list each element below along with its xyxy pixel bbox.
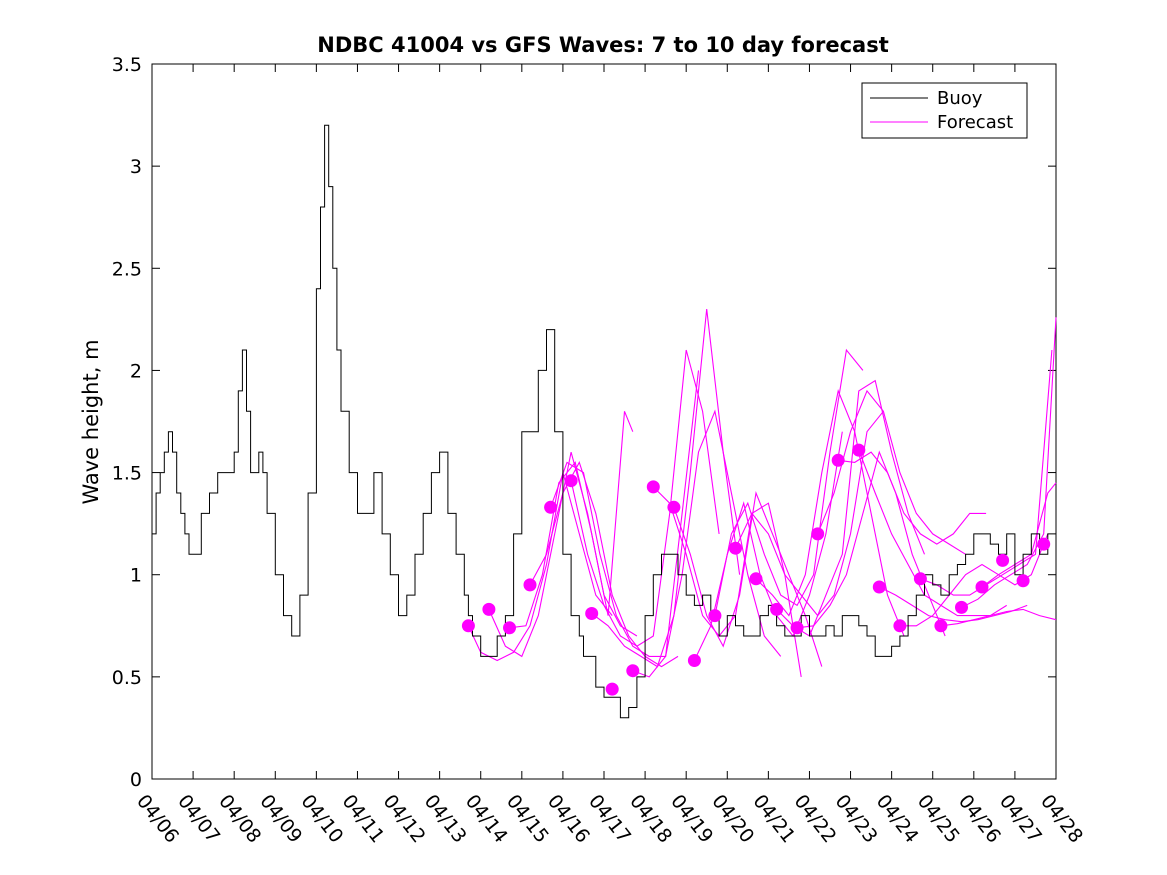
y-tick-label: 0.5	[112, 667, 142, 689]
forecast-run-line	[961, 317, 1057, 608]
y-tick-label: 2.5	[112, 258, 142, 280]
x-tick-label: 04/21	[748, 791, 799, 848]
x-tick-label: 04/06	[132, 791, 183, 848]
x-tick-label: 04/16	[543, 791, 594, 848]
x-tick-label: 04/07	[173, 791, 224, 848]
forecast-marker	[770, 602, 784, 616]
forecast-marker	[893, 619, 907, 633]
forecast-run-line	[940, 608, 1057, 627]
y-axis-label: Wave height, m	[79, 339, 103, 504]
forecast-marker	[708, 609, 722, 623]
x-tick-label: 04/19	[666, 791, 717, 848]
forecast-marker	[934, 619, 948, 633]
forecast-series	[467, 309, 1057, 678]
forecast-marker	[626, 664, 640, 678]
x-tick-label: 04/15	[502, 791, 553, 848]
forecast-marker	[482, 602, 496, 616]
forecast-run-line	[858, 449, 1007, 617]
forecast-marker	[544, 500, 558, 514]
forecast-run-line	[735, 410, 884, 617]
forecast-marker	[605, 682, 619, 696]
forecast-marker	[852, 443, 866, 457]
x-tick-label: 04/09	[255, 791, 306, 848]
x-tick-label: 04/12	[379, 791, 430, 848]
forecast-marker	[687, 654, 701, 667]
x-tick-label: 04/22	[790, 791, 841, 848]
y-axis-ticks: 0 0.5 1 1.5 2 2.5 3 3.5	[112, 54, 1056, 791]
buoy-line	[152, 124, 1056, 719]
forecast-marker	[503, 621, 516, 635]
y-tick-label: 2	[130, 360, 142, 382]
forecast-run-line	[550, 370, 700, 657]
x-tick-label: 04/25	[913, 791, 964, 848]
forecast-run-line	[529, 461, 679, 668]
forecast-marker	[646, 480, 660, 494]
x-tick-label: 04/17	[584, 791, 635, 848]
forecast-marker	[913, 572, 927, 586]
forecast-marker	[523, 578, 537, 592]
x-tick-label: 04/11	[338, 791, 389, 848]
x-tick-label: 04/10	[296, 791, 347, 848]
forecast-marker	[996, 553, 1010, 567]
legend-label-buoy: Buoy	[937, 88, 983, 109]
forecast-run-line	[879, 586, 1028, 623]
y-tick-label: 3	[130, 156, 142, 178]
forecast-marker	[1037, 537, 1051, 551]
x-tick-label: 04/14	[461, 791, 512, 848]
forecast-marker	[1016, 574, 1030, 588]
forecast-marker	[461, 619, 475, 633]
legend-box	[861, 82, 1028, 139]
forecast-marker	[749, 572, 763, 586]
forecast-run-line	[591, 309, 741, 668]
forecast-marker	[831, 453, 845, 467]
x-tick-label: 04/13	[420, 791, 471, 848]
forecast-marker	[790, 621, 804, 635]
x-tick-label: 04/20	[707, 791, 758, 848]
forecast-run-line	[693, 431, 843, 661]
y-tick-label: 1.5	[112, 463, 142, 485]
forecast-marker	[872, 580, 886, 594]
forecast-run-line	[714, 348, 864, 616]
forecast-marker	[564, 474, 578, 488]
legend: Buoy Forecast	[861, 82, 1028, 139]
forecast-marker	[585, 607, 599, 620]
forecast-marker	[955, 600, 968, 614]
y-tick-label: 3.5	[112, 54, 142, 76]
x-tick-label: 04/08	[214, 791, 265, 848]
forecast-markers	[461, 443, 1051, 696]
forecast-marker	[667, 500, 681, 514]
y-tick-label: 0	[130, 769, 142, 791]
forecast-run-line	[838, 451, 987, 545]
x-tick-label: 04/18	[625, 791, 676, 848]
forecast-marker	[975, 580, 989, 594]
x-tick-label: 04/23	[831, 791, 882, 848]
x-tick-label: 04/24	[872, 791, 923, 848]
legend-label-forecast: Forecast	[937, 112, 1013, 133]
y-tick-label: 1	[130, 565, 142, 587]
forecast-run-line	[632, 409, 782, 678]
plot-area	[151, 63, 1057, 780]
forecast-marker	[811, 527, 825, 541]
buoy-series	[152, 124, 1056, 719]
chart-title: NDBC 41004 vs GFS Waves: 7 to 10 day for…	[317, 33, 888, 57]
x-tick-label: 04/28	[1036, 791, 1087, 848]
x-tick-label: 04/27	[995, 791, 1046, 848]
x-tick-label: 04/26	[954, 791, 1005, 848]
forecast-run-line	[509, 411, 634, 629]
forecast-marker	[729, 541, 742, 555]
